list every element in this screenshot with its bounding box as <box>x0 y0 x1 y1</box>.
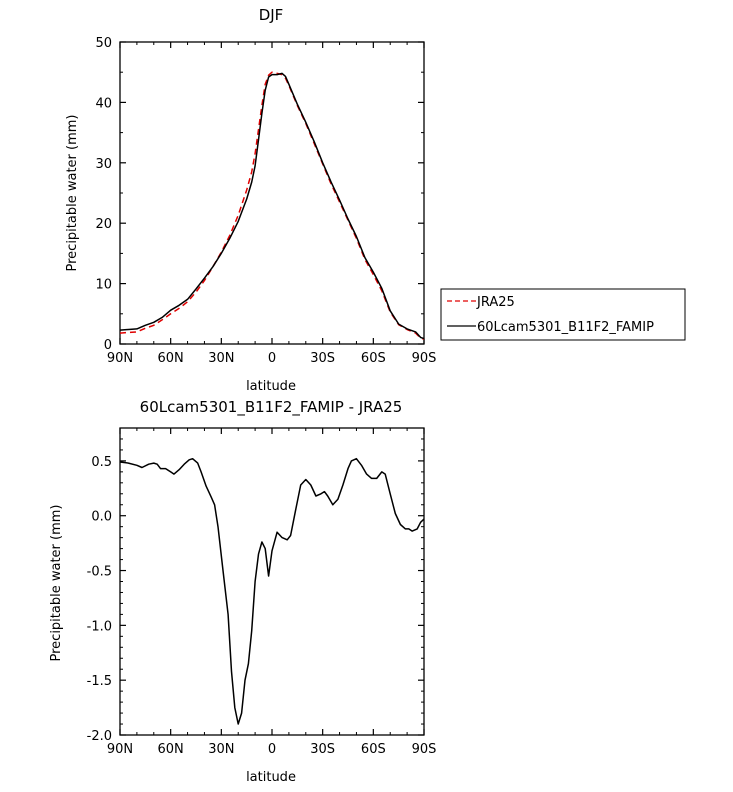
x-tick-label: 60S <box>361 742 386 757</box>
y-tick-label: 0.0 <box>91 510 112 525</box>
bottom-panel-title: 60Lcam5301_B11F2_FAMIP - JRA25 <box>140 398 403 417</box>
legend-label-jra25: JRA25 <box>476 295 515 310</box>
bottom-axis-ticks: 90N 60N 30N 0 30S 60S 90S 0.5 0.0 -0.5 -1.0 -1.5 -2.… <box>87 427 437 757</box>
x-tick-label: 30S <box>310 742 335 757</box>
x-tick-label: 60S <box>361 351 386 366</box>
x-tick-label: 60N <box>158 351 184 366</box>
x-tick-label: 0 <box>268 742 276 757</box>
legend: JRA25 60Lcam5301_B11F2_FAMIP <box>440 288 686 341</box>
y-tick-label: 0 <box>104 338 112 353</box>
bottom-plot-frame <box>119 427 425 736</box>
x-tick-label: 30S <box>310 351 335 366</box>
y-tick-label: 40 <box>95 96 112 111</box>
y-tick-label: 20 <box>95 217 112 232</box>
top-panel: DJF 90N 60N 30N 0 30S 60S 90S 0 10 20 30 40 50 latit… <box>65 6 686 394</box>
x-tick-label: 90N <box>107 742 133 757</box>
x-tick-label: 30N <box>208 351 234 366</box>
legend-label-model: 60Lcam5301_B11F2_FAMIP <box>477 320 654 335</box>
top-panel-title: DJF <box>259 6 284 24</box>
x-tick-label: 90N <box>107 351 133 366</box>
legend-box <box>440 288 686 341</box>
y-tick-label: 30 <box>95 157 112 172</box>
bottom-series-layer <box>119 457 425 725</box>
top-x-axis-label: latitude <box>246 379 296 394</box>
y-tick-label: -0.5 <box>87 565 112 580</box>
x-tick-label: 60N <box>158 742 184 757</box>
bottom-x-axis-label: latitude <box>246 770 296 785</box>
top-axis-ticks: 90N 60N 30N 0 30S 60S 90S 0 10 20 30 40 50 <box>95 36 436 366</box>
bottom-panel: 60Lcam5301_B11F2_FAMIP - JRA25 90N 60N 30N… <box>49 398 436 785</box>
series-line-jra25 <box>119 71 425 340</box>
y-tick-label: -2.0 <box>87 729 112 744</box>
series-line-60lcam5301-b11f2-famip <box>119 72 425 340</box>
x-tick-label: 90S <box>412 351 437 366</box>
y-tick-label: 10 <box>95 278 112 293</box>
x-tick-label: 0 <box>268 351 276 366</box>
series-line-difference <box>119 457 425 725</box>
y-tick-label: -1.0 <box>87 619 112 634</box>
x-tick-label: 90S <box>412 742 437 757</box>
y-tick-label: -1.5 <box>87 674 112 689</box>
y-tick-label: 50 <box>95 36 112 51</box>
y-tick-label: 0.5 <box>91 455 112 470</box>
x-tick-label: 30N <box>208 742 234 757</box>
top-plot-frame <box>119 41 425 345</box>
top-y-axis-label: Precipitable water (mm) <box>65 115 80 272</box>
bottom-y-axis-label: Precipitable water (mm) <box>49 505 64 662</box>
top-series-layer <box>119 71 425 340</box>
